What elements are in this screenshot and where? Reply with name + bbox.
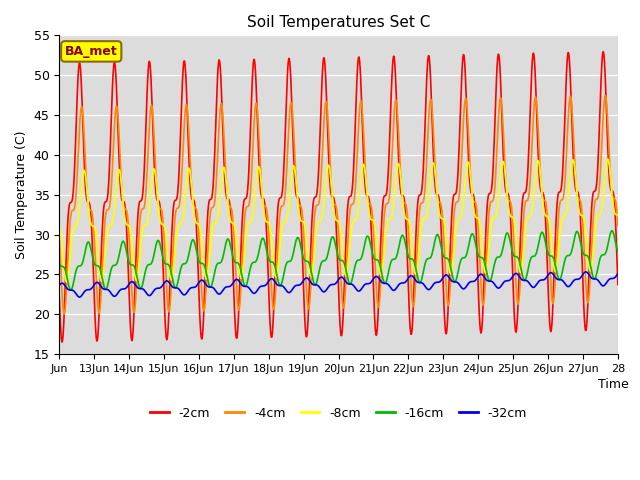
-16cm — [492, 258, 499, 264]
-2cm — [56, 294, 63, 300]
-4cm — [60, 311, 68, 317]
-2cm — [502, 186, 509, 192]
-8cm — [56, 225, 63, 230]
-4cm — [602, 93, 609, 98]
-16cm — [67, 287, 75, 293]
-32cm — [492, 283, 499, 288]
-4cm — [492, 176, 499, 182]
-8cm — [614, 213, 621, 218]
-16cm — [282, 263, 289, 268]
-4cm — [113, 104, 121, 109]
Line: -16cm: -16cm — [60, 231, 618, 290]
-4cm — [56, 235, 63, 240]
-16cm — [113, 261, 121, 266]
-16cm — [502, 233, 509, 239]
-32cm — [440, 274, 447, 280]
-4cm — [502, 172, 509, 178]
-2cm — [614, 282, 621, 288]
-32cm — [113, 291, 121, 297]
Line: -4cm: -4cm — [60, 96, 618, 314]
-2cm — [282, 115, 289, 120]
Legend: -2cm, -4cm, -8cm, -16cm, -32cm: -2cm, -4cm, -8cm, -16cm, -32cm — [145, 402, 532, 425]
-2cm — [113, 95, 121, 101]
-32cm — [76, 294, 83, 300]
-4cm — [282, 184, 289, 190]
-16cm — [302, 258, 310, 264]
-8cm — [440, 216, 447, 222]
-2cm — [58, 339, 66, 345]
-2cm — [302, 332, 310, 337]
X-axis label: Time: Time — [598, 378, 629, 391]
-32cm — [582, 269, 590, 275]
-8cm — [302, 231, 310, 237]
-32cm — [502, 278, 509, 284]
-32cm — [282, 287, 289, 292]
-2cm — [600, 49, 607, 55]
-16cm — [608, 228, 616, 234]
-32cm — [614, 271, 621, 276]
-2cm — [492, 104, 499, 110]
-8cm — [282, 218, 289, 224]
-8cm — [604, 156, 612, 162]
Line: -32cm: -32cm — [60, 272, 618, 297]
-2cm — [440, 288, 447, 294]
-4cm — [302, 275, 310, 280]
-8cm — [113, 178, 121, 183]
-8cm — [502, 173, 509, 179]
Text: BA_met: BA_met — [65, 45, 118, 58]
-16cm — [440, 253, 447, 259]
-32cm — [302, 275, 310, 281]
Line: -2cm: -2cm — [60, 52, 618, 342]
-4cm — [440, 228, 447, 234]
-16cm — [56, 261, 63, 267]
-8cm — [492, 214, 499, 220]
-4cm — [614, 223, 621, 228]
Y-axis label: Soil Temperature (C): Soil Temperature (C) — [15, 131, 28, 259]
Line: -8cm: -8cm — [60, 159, 618, 282]
-16cm — [614, 249, 621, 255]
-8cm — [63, 279, 70, 285]
-32cm — [56, 283, 63, 288]
Title: Soil Temperatures Set C: Soil Temperatures Set C — [247, 15, 430, 30]
